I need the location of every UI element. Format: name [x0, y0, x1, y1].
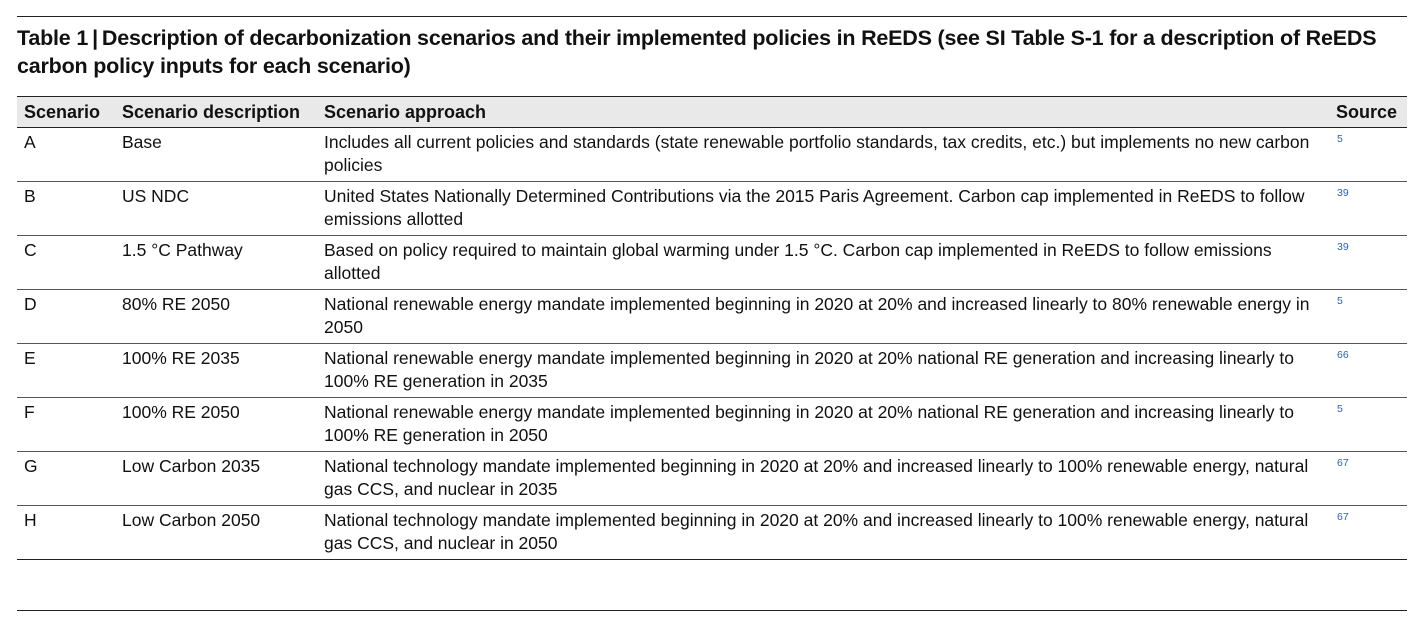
cell-source-reference[interactable]: 5	[1330, 289, 1407, 344]
cell-source-reference[interactable]: 5	[1330, 127, 1407, 182]
table-header-row: Scenario Scenario description Scenario a…	[17, 96, 1407, 128]
bottom-rule	[17, 610, 1407, 611]
table-row: G Low Carbon 2035 National technology mand…	[17, 451, 1407, 506]
cell-scenario-description: 80% RE 2050	[115, 289, 317, 344]
cell-scenario-description: 100% RE 2050	[115, 397, 317, 452]
cell-scenario-approach: United States Nationally Determined Cont…	[317, 181, 1330, 236]
header-source: Source	[1330, 96, 1407, 128]
cell-scenario: C	[17, 235, 115, 290]
cell-scenario: D	[17, 289, 115, 344]
cell-scenario: F	[17, 397, 115, 452]
cell-scenario-approach: National technology mandate implemented …	[317, 451, 1330, 506]
cell-scenario: H	[17, 505, 115, 560]
header-scenario: Scenario	[17, 96, 115, 128]
table-row: C 1.5 °C Pathway Based on policy required …	[17, 235, 1407, 290]
cell-source-reference[interactable]: 5	[1330, 397, 1407, 452]
cell-scenario-approach: National renewable energy mandate implem…	[317, 343, 1330, 398]
cell-source-reference[interactable]: 67	[1330, 505, 1407, 560]
cell-scenario: E	[17, 343, 115, 398]
table-row: F 100% RE 2050 National renewable energy m…	[17, 397, 1407, 452]
header-scenario-approach: Scenario approach	[317, 96, 1330, 128]
table-body: A Base Includes all current policies and s…	[17, 127, 1407, 560]
table-row: E 100% RE 2035 National renewable energy m…	[17, 343, 1407, 398]
table-row: B US NDC United States Nationally Determin…	[17, 181, 1407, 236]
cell-scenario: A	[17, 127, 115, 182]
cell-scenario-description: 1.5 °C Pathway	[115, 235, 317, 290]
cell-scenario-description: Low Carbon 2035	[115, 451, 317, 506]
table-caption: Table 1 | Description of decarbonization s…	[17, 24, 1409, 80]
cell-source-reference[interactable]: 66	[1330, 343, 1407, 398]
cell-scenario: B	[17, 181, 115, 236]
cell-source-reference[interactable]: 39	[1330, 181, 1407, 236]
cell-scenario-description: Base	[115, 127, 317, 182]
cell-scenario-description: Low Carbon 2050	[115, 505, 317, 560]
caption-separator: |	[92, 26, 98, 50]
cell-scenario-approach: Based on policy required to maintain glo…	[317, 235, 1330, 290]
cell-scenario-approach: Includes all current policies and standa…	[317, 127, 1330, 182]
cell-scenario-description: US NDC	[115, 181, 317, 236]
top-rule	[17, 16, 1407, 17]
cell-scenario-approach: National renewable energy mandate implem…	[317, 397, 1330, 452]
cell-scenario: G	[17, 451, 115, 506]
cell-scenario-approach: National renewable energy mandate implem…	[317, 289, 1330, 344]
cell-source-reference[interactable]: 67	[1330, 451, 1407, 506]
scenario-table: Scenario Scenario description Scenario a…	[17, 96, 1407, 560]
cell-source-reference[interactable]: 39	[1330, 235, 1407, 290]
table-caption-text: Description of decarbonization scenarios…	[17, 26, 1377, 78]
cell-scenario-approach: National technology mandate implemented …	[317, 505, 1330, 560]
cell-scenario-description: 100% RE 2035	[115, 343, 317, 398]
table-row: A Base Includes all current policies and s…	[17, 127, 1407, 182]
header-scenario-description: Scenario description	[115, 96, 317, 128]
table-row: D 80% RE 2050 National renewable energy ma…	[17, 289, 1407, 344]
table-row: H Low Carbon 2050 National technology mand…	[17, 505, 1407, 560]
table-caption-label: Table 1	[17, 26, 89, 50]
